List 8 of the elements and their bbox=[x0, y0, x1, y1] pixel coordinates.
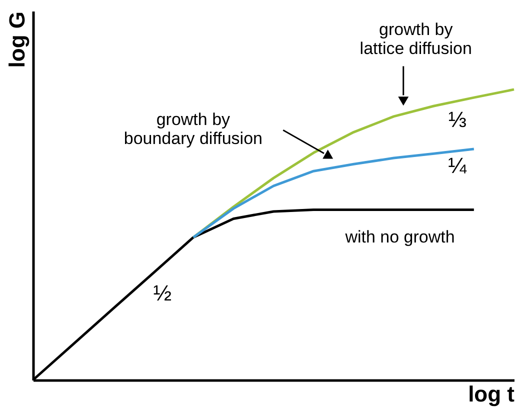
annotation: ½ bbox=[153, 280, 172, 306]
annotation: with no growth bbox=[344, 227, 455, 246]
y-axis-title: log G bbox=[4, 12, 30, 68]
text: growth by lattice diffusion bbox=[360, 20, 472, 58]
annotation: ¼ bbox=[448, 152, 468, 178]
annotation: ⅓ bbox=[448, 106, 466, 132]
x-axis-title: log t bbox=[468, 382, 516, 406]
annotation: growth by boundary diffusion bbox=[124, 110, 262, 148]
